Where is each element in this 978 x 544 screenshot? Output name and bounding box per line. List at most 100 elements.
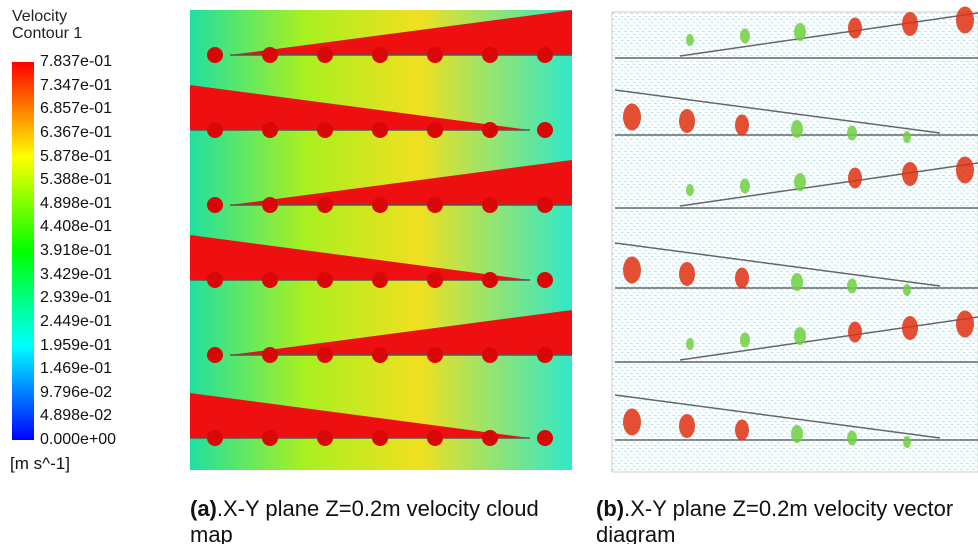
node — [372, 122, 388, 138]
colorbar-tick-label: 5.388e-01 — [40, 172, 112, 188]
vector-blob — [903, 436, 911, 448]
colorbar-tick-label: 7.837e-01 — [40, 54, 112, 70]
caption-text: .X-Y plane Z=0.2m velocity cloud map — [190, 496, 539, 544]
vector-blob — [794, 327, 806, 345]
vector-blob — [740, 333, 750, 348]
node — [537, 347, 553, 363]
vector-blob — [848, 168, 862, 189]
vector-blob — [902, 12, 918, 36]
caption-text: .X-Y plane Z=0.2m velocity vector diagra… — [596, 496, 953, 544]
node — [317, 197, 333, 213]
caption-b: (b).X-Y plane Z=0.2m velocity vector dia… — [596, 496, 978, 544]
node — [537, 197, 553, 213]
vector-blob — [735, 420, 749, 441]
node — [262, 430, 278, 446]
colorbar-tick-label: 2.449e-01 — [40, 314, 112, 330]
vector-blob — [847, 279, 857, 294]
vector-blob — [902, 316, 918, 340]
vector-blob — [679, 414, 695, 438]
node — [427, 197, 443, 213]
node — [317, 272, 333, 288]
vector-blob — [848, 18, 862, 39]
colorbar-tick-label: 2.939e-01 — [40, 290, 112, 306]
colorbar-tick-label: 9.796e-02 — [40, 385, 112, 401]
node — [207, 272, 223, 288]
node — [317, 430, 333, 446]
graphics — [0, 0, 978, 544]
node — [427, 347, 443, 363]
vector-blob — [848, 322, 862, 343]
node — [537, 272, 553, 288]
colorbar-tick-label: 6.857e-01 — [40, 101, 112, 117]
vector-blob — [794, 23, 806, 41]
colorbar-tick-label: 1.469e-01 — [40, 361, 112, 377]
node — [482, 122, 498, 138]
node — [372, 347, 388, 363]
node — [482, 197, 498, 213]
vector-blob — [686, 184, 694, 196]
node — [207, 47, 223, 63]
node — [262, 47, 278, 63]
vector-blob — [902, 162, 918, 186]
vector-blob — [956, 7, 974, 34]
vector-blob — [794, 173, 806, 191]
vector-blob — [735, 268, 749, 289]
node — [262, 197, 278, 213]
node — [427, 272, 443, 288]
node — [207, 122, 223, 138]
colorbar-tick-label: 5.878e-01 — [40, 149, 112, 165]
node — [537, 47, 553, 63]
vector-blob — [686, 338, 694, 350]
node — [537, 122, 553, 138]
node — [482, 47, 498, 63]
node — [317, 47, 333, 63]
node — [482, 430, 498, 446]
node — [207, 197, 223, 213]
colorbar — [12, 62, 34, 440]
colorbar-tick-label: 4.408e-01 — [40, 219, 112, 235]
node — [537, 430, 553, 446]
vector-blob — [679, 262, 695, 286]
node — [427, 47, 443, 63]
colorbar-unit: [m s^-1] — [10, 454, 70, 474]
node — [482, 272, 498, 288]
vector-blob — [623, 257, 641, 284]
vector-blob — [903, 131, 911, 143]
colorbar-tick-label: 4.898e-02 — [40, 408, 112, 424]
colorbar-tick-label: 6.367e-01 — [40, 125, 112, 141]
node — [372, 272, 388, 288]
colorbar-tick-label: 7.347e-01 — [40, 78, 112, 94]
vector-blob — [956, 311, 974, 338]
vector-blob — [847, 431, 857, 446]
vector-blob — [623, 104, 641, 131]
node — [207, 430, 223, 446]
node — [482, 347, 498, 363]
colorbar-tick-label: 3.918e-01 — [40, 243, 112, 259]
vector-panel — [612, 12, 978, 472]
vector-blob — [679, 109, 695, 133]
vector-blob — [740, 29, 750, 44]
vector-blob — [623, 409, 641, 436]
vector-blob — [791, 120, 803, 138]
colorbar-tick-label: 4.898e-01 — [40, 196, 112, 212]
colorbar-tick-label: 1.959e-01 — [40, 338, 112, 354]
node — [207, 347, 223, 363]
caption-label: (a) — [190, 496, 217, 521]
node — [317, 122, 333, 138]
node — [317, 347, 333, 363]
colorbar-tick-label: 3.429e-01 — [40, 267, 112, 283]
vector-blob — [735, 115, 749, 136]
node — [262, 347, 278, 363]
figure: Velocity Contour 1 7.837e-017.347e-016.8… — [0, 0, 978, 544]
vector-blob — [903, 284, 911, 296]
caption-a: (a).X-Y plane Z=0.2m velocity cloud map — [190, 496, 580, 544]
vector-blob — [791, 425, 803, 443]
node — [372, 430, 388, 446]
vector-blob — [956, 157, 974, 184]
node — [262, 272, 278, 288]
vector-blob — [791, 273, 803, 291]
node — [372, 197, 388, 213]
caption-label: (b) — [596, 496, 624, 521]
vector-blob — [740, 179, 750, 194]
node — [372, 47, 388, 63]
